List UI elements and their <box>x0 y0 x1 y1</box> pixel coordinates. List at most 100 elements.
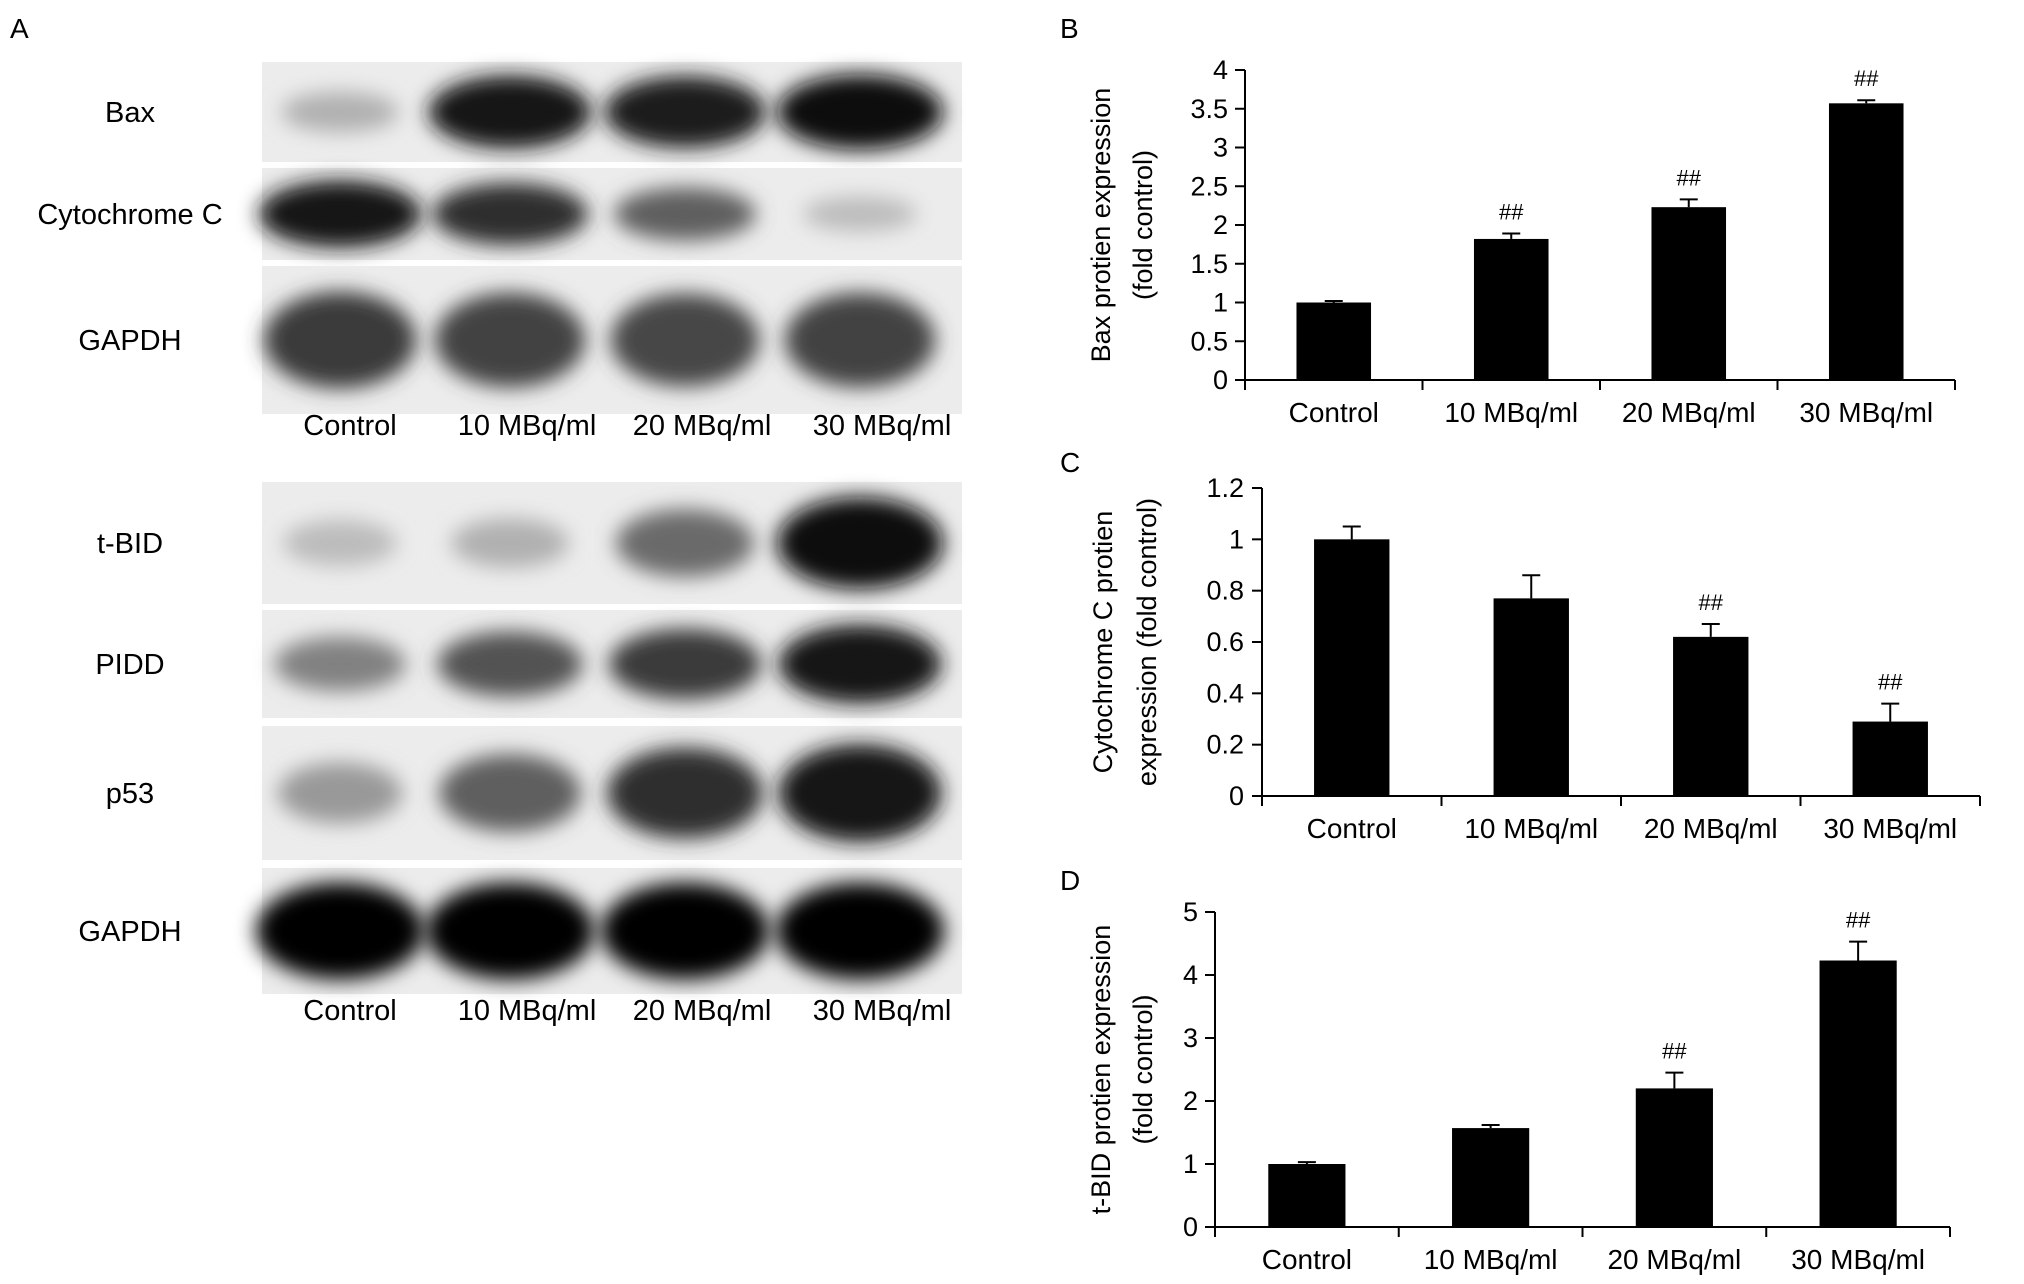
blot-band <box>778 744 942 842</box>
gapdh-blot-row <box>255 868 962 994</box>
blot-band <box>803 196 917 232</box>
y-tick-label: 1.2 <box>1206 473 1244 503</box>
significance-marker: ## <box>1662 1039 1687 1064</box>
bar-control <box>1314 539 1390 796</box>
lane-label: 10 MBq/ml <box>458 995 597 1027</box>
y-tick-label: 3 <box>1183 1023 1198 1053</box>
blot-band <box>604 76 766 148</box>
y-axis-label: t-BID protien expression <box>1086 925 1116 1215</box>
blot-band <box>615 509 755 577</box>
x-tick-label: Control <box>1307 813 1397 844</box>
significance-marker: ## <box>1499 200 1524 225</box>
x-tick-label: 10 MBq/ml <box>1424 1244 1558 1275</box>
lane-label: 30 MBq/ml <box>813 995 952 1027</box>
significance-marker: ## <box>1854 66 1879 91</box>
x-tick-label: 20 MBq/ml <box>1644 813 1778 844</box>
y-axis-label: (fold control) <box>1128 150 1158 300</box>
bar-20-mbq-ml <box>1673 636 1749 796</box>
y-tick-label: 0.5 <box>1190 326 1228 356</box>
x-tick-label: Control <box>1262 1244 1352 1275</box>
significance-marker: ## <box>1878 670 1903 695</box>
x-tick-label: 20 MBq/ml <box>1607 1244 1741 1275</box>
lane-label: 30 MBq/ml <box>813 410 952 442</box>
blot-band <box>776 496 944 590</box>
blot-band <box>614 187 756 241</box>
panel-letter: C <box>1060 447 1080 478</box>
x-tick-label: 30 MBq/ml <box>1823 813 1957 844</box>
p53-blot-row <box>262 726 962 860</box>
blot-label-pidd: PIDD <box>95 649 164 681</box>
bar-30-mbq-ml <box>1819 960 1897 1227</box>
blot-label-cytochrome-c: Cytochrome C <box>37 199 222 231</box>
x-tick-label: 10 MBq/ml <box>1444 397 1578 428</box>
bar-10-mbq-ml <box>1473 238 1549 380</box>
x-tick-label: 10 MBq/ml <box>1464 813 1598 844</box>
y-tick-label: 3 <box>1213 133 1228 163</box>
blot-band <box>776 74 944 150</box>
blot-band <box>775 882 945 980</box>
y-tick-label: 0 <box>1213 365 1228 395</box>
bax-blot-row <box>262 62 962 162</box>
bar-30-mbq-ml <box>1828 103 1904 380</box>
blot-band <box>281 91 399 133</box>
x-tick-label: 30 MBq/ml <box>1791 1244 1925 1275</box>
blot-band <box>277 762 403 824</box>
y-axis-label: (fold control) <box>1128 994 1158 1144</box>
lane-label: Control <box>303 995 397 1027</box>
bar-10-mbq-ml <box>1493 598 1569 796</box>
y-tick-label: 0.2 <box>1206 730 1244 760</box>
blot-band <box>778 624 942 704</box>
blot-band <box>608 628 762 700</box>
y-tick-label: 3.5 <box>1190 94 1228 124</box>
y-tick-label: 1 <box>1229 524 1244 554</box>
y-axis-label: expression (fold control) <box>1132 498 1162 786</box>
blot-label-gapdh: GAPDH <box>78 916 181 948</box>
y-tick-label: 1 <box>1183 1149 1198 1179</box>
x-tick-label: 30 MBq/ml <box>1799 397 1933 428</box>
panel-letter: D <box>1060 865 1080 896</box>
y-tick-label: 0.8 <box>1206 576 1244 606</box>
y-tick-label: 4 <box>1213 55 1228 85</box>
blot-label-bax: Bax <box>105 97 155 129</box>
panel-letter: B <box>1060 13 1079 44</box>
blot-band <box>600 882 770 980</box>
lane-label: 20 MBq/ml <box>633 995 772 1027</box>
significance-marker: ## <box>1677 165 1702 190</box>
cytochrome-c-blot-row <box>258 168 962 260</box>
y-tick-label: 0 <box>1183 1212 1198 1242</box>
lane-label: Control <box>303 410 397 442</box>
y-tick-label: 0 <box>1229 781 1244 811</box>
bar-control <box>1296 302 1372 380</box>
y-axis-label: Cytochrome C protien <box>1088 511 1118 774</box>
blot-label-p53: p53 <box>106 778 154 810</box>
bar-10-mbq-ml <box>1452 1128 1530 1227</box>
lane-label: 20 MBq/ml <box>633 410 772 442</box>
gapdh-blot-row <box>262 266 962 414</box>
blot-band <box>274 636 406 692</box>
blot-band <box>439 754 581 832</box>
y-tick-label: 5 <box>1183 897 1198 927</box>
lane-label: 10 MBq/ml <box>458 410 597 442</box>
y-tick-label: 2.5 <box>1190 171 1228 201</box>
blot-band <box>283 519 397 567</box>
blot-band <box>263 291 417 389</box>
blot-band <box>432 182 588 246</box>
y-axis-label: Bax protien expression <box>1086 88 1116 363</box>
y-tick-label: 4 <box>1183 960 1198 990</box>
blot-band <box>255 882 425 980</box>
blot-band <box>610 293 760 387</box>
bar-control <box>1268 1164 1346 1227</box>
blot-band <box>437 631 583 697</box>
blot-band <box>607 747 763 839</box>
bar-20-mbq-ml <box>1635 1088 1713 1227</box>
blot-label-t-bid: t-BID <box>97 528 163 560</box>
y-tick-label: 0.4 <box>1206 678 1244 708</box>
western-blot-panel: A Bax Cytochrome C GAPDH Control 10 MBq/ml 20… <box>10 13 962 1027</box>
bar-30-mbq-ml <box>1852 721 1928 796</box>
y-tick-label: 2 <box>1213 210 1228 240</box>
pidd-blot-row <box>262 610 962 718</box>
y-tick-label: 2 <box>1183 1086 1198 1116</box>
